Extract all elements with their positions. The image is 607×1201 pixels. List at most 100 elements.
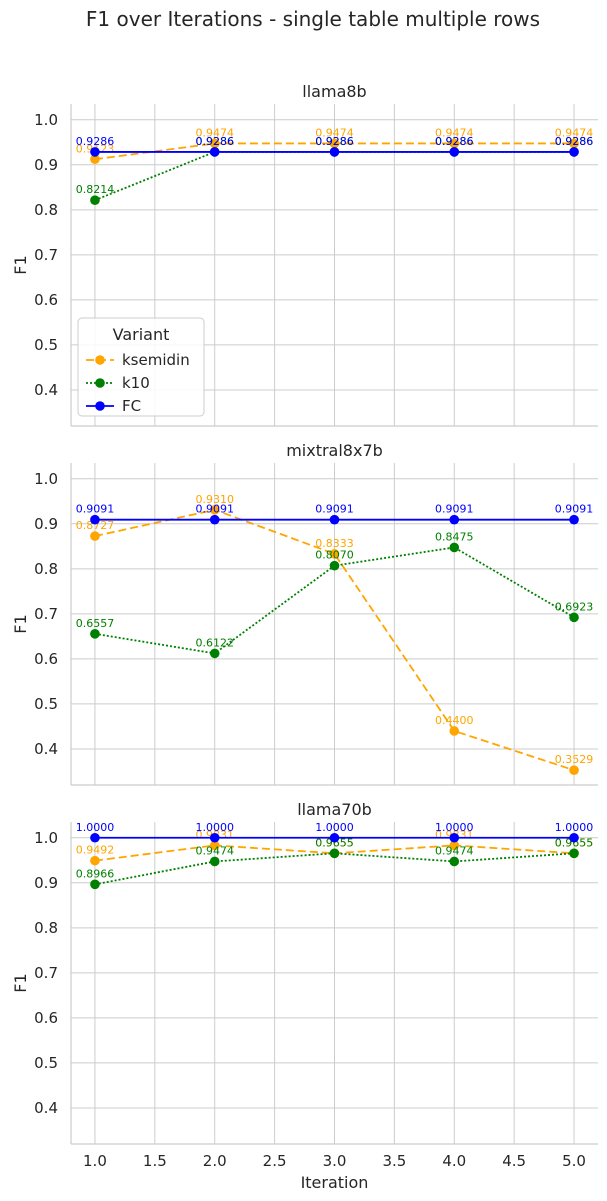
series-ksemidin: 0.8727 0.9310 0.8333 0.4400 0.3529 [76,493,593,775]
data-point [329,549,340,559]
data-point [569,514,579,525]
data-label: 0.9091 [555,503,594,516]
legend-swatch-marker [95,355,105,365]
data-label: 0.9286 [555,135,594,148]
y-axis-label: F1 [11,614,30,633]
y-tick-label: 0.6 [34,291,58,309]
y-tick-label: 0.8 [34,919,58,937]
legend-item-FC: FC [86,397,141,415]
data-label: 0.9091 [315,503,354,516]
data-point [329,138,340,149]
data-point [449,138,460,149]
data-label: 0.8727 [76,519,115,532]
legend-title: Variant [113,325,170,344]
data-point [90,531,100,541]
y-tick-label: 1.0 [34,829,58,847]
data-point [90,855,100,866]
data-point [329,560,340,571]
series-k10: 0.8966 0.9474 0.9655 0.9474 0.9655 [76,836,594,890]
data-label: 0.9286 [435,135,474,148]
y-axis-label: F1 [11,255,30,274]
data-label: 0.9474 [555,126,594,139]
panel-title: llama8b [302,82,366,101]
x-tick-label: 1.0 [83,1152,107,1170]
panel-title: llama70b [297,800,372,819]
data-label: 0.9655 [555,836,594,849]
data-point [569,765,579,775]
y-tick-label: 1.0 [34,111,58,129]
y-tick-label: 1.0 [34,470,58,488]
data-label: 0.9286 [315,135,354,148]
data-label: 1.0000 [315,821,354,834]
y-tick-label: 0.7 [34,605,58,623]
data-point [209,505,220,515]
data-label: 0.9091 [76,503,115,516]
data-label: 0.9474 [435,126,474,139]
data-label: 0.9286 [435,135,474,148]
y-tick-label: 0.5 [34,1054,58,1072]
panel-llama8b: llama8b0.40.50.60.70.80.91.0F10.91230.94… [11,82,598,427]
data-point [449,726,460,736]
data-point [90,629,100,639]
data-point [569,612,579,623]
series-k10: 0.6557 0.6122 0.8070 0.8475 0.6923 [76,530,594,659]
y-tick-label: 0.4 [34,1099,58,1117]
data-label: 0.9286 [195,135,234,148]
series-FC: 0.9091 0.9091 0.9091 0.9091 0.9091 [76,503,594,525]
y-tick-label: 0.8 [34,201,58,219]
data-point [209,856,220,867]
data-label: 0.8214 [76,183,115,196]
data-point [209,832,220,843]
data-point [209,514,220,525]
series-FC: 0.9286 0.9286 0.9286 0.9286 0.9286 [76,135,594,157]
y-tick-label: 0.9 [34,874,58,892]
data-label: 0.9091 [195,503,234,516]
data-point [329,147,340,157]
legend-item-k10: k10 [86,374,150,392]
data-point [329,514,340,525]
x-tick-label: 3.5 [382,1152,406,1170]
data-point [329,848,340,859]
data-point [90,195,100,205]
legend-swatch-marker [95,401,105,411]
data-point [449,856,460,867]
data-point [209,138,220,149]
data-label: 0.9286 [555,135,594,148]
series-line-ksemidin [94,508,575,772]
data-label: 0.8333 [315,537,354,550]
data-label: 0.9474 [435,844,474,857]
y-tick-label: 0.4 [34,740,58,758]
y-tick-label: 0.7 [34,246,58,264]
data-point [449,147,460,157]
legend: Variant ksemidin k10 FC [77,317,205,417]
data-label: 0.9474 [195,844,234,857]
y-tick-label: 0.6 [34,1009,58,1027]
data-label: 0.9655 [555,836,594,849]
data-point [569,848,579,859]
x-tick-label: 1.5 [143,1152,167,1170]
data-point [209,147,220,157]
data-label: 0.6923 [555,600,594,613]
data-point [90,147,100,157]
data-point [329,832,340,843]
series-FC: 1.0000 1.0000 1.0000 1.0000 1.0000 [76,821,594,843]
y-axis-label: F1 [11,973,30,992]
data-label: 0.6122 [195,636,234,649]
legend-box [77,317,205,417]
x-tick-label: 2.5 [263,1152,287,1170]
data-label: 0.9310 [195,493,234,506]
x-tick-label: 3.0 [323,1152,347,1170]
data-label: 1.0000 [195,821,234,834]
data-label: 1.0000 [555,821,594,834]
y-tick-label: 0.6 [34,650,58,668]
data-label: 0.9286 [315,135,354,148]
y-tick-label: 0.7 [34,964,58,982]
data-point [569,832,579,843]
data-point [449,542,460,553]
data-label: 0.9655 [315,836,354,849]
legend-swatch-marker [95,378,105,388]
data-label: 0.9474 [315,126,354,139]
data-label: 0.9492 [76,844,115,857]
data-point [90,514,100,525]
